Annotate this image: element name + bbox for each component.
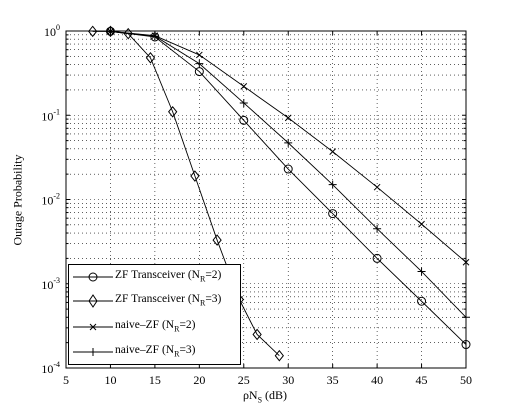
y-tick-label: 10-4 bbox=[41, 360, 60, 376]
legend-marker-x bbox=[73, 323, 113, 331]
x-label-unit: (dB) bbox=[262, 388, 288, 402]
legend: ZF Transceiver (NR=2) ZF Transceiver (NR… bbox=[68, 264, 241, 365]
data-point-circle bbox=[283, 164, 293, 174]
data-point-plus bbox=[239, 98, 248, 107]
series-line bbox=[110, 30, 467, 345]
x-tick-label: 15 bbox=[149, 373, 161, 387]
x-axis-label: ρNS (dB) bbox=[243, 388, 287, 404]
legend-entry-naive-nr2: naive–ZF (NR=2) bbox=[69, 315, 240, 339]
x-tick-label: 50 bbox=[460, 373, 472, 387]
data-point-x bbox=[195, 51, 203, 59]
data-point-circle bbox=[372, 253, 382, 263]
data-point-diamond bbox=[145, 52, 156, 64]
y-axis-label: Outage Probability bbox=[10, 154, 25, 246]
legend-entry-naive-nr3: naive–ZF (NR=3) bbox=[69, 340, 240, 364]
x-tick-label: 25 bbox=[238, 373, 250, 387]
data-point-diamond bbox=[123, 27, 133, 40]
data-point-circle bbox=[417, 296, 427, 306]
data-point-x bbox=[373, 183, 381, 191]
data-point-diamond bbox=[88, 25, 98, 38]
data-point-x bbox=[329, 148, 337, 155]
data-point-diamond bbox=[274, 349, 284, 362]
data-point-circle bbox=[239, 115, 249, 125]
x-tick-label: 10 bbox=[104, 373, 116, 387]
data-point-diamond bbox=[252, 328, 262, 341]
x-tick-label: 30 bbox=[282, 373, 294, 387]
legend-label: ZF Transceiver (NR=3) bbox=[115, 293, 222, 308]
legend-entry-zf-nr2: ZF Transceiver (NR=2) bbox=[69, 265, 240, 289]
x-tick-label: 45 bbox=[416, 373, 428, 387]
x-tick-label: 5 bbox=[63, 373, 69, 387]
data-point-x bbox=[418, 220, 425, 228]
legend-label: ZF Transceiver (NR=2) bbox=[115, 269, 222, 284]
y-tick-label: 10-3 bbox=[41, 276, 60, 292]
x-label-main: ρN bbox=[242, 388, 258, 402]
legend-marker-circle bbox=[73, 272, 113, 282]
data-point-plus bbox=[417, 267, 426, 276]
data-point-plus bbox=[195, 59, 204, 68]
x-label-sub: S bbox=[257, 395, 263, 405]
data-point-plus bbox=[373, 224, 382, 233]
y-tick-label: 10-1 bbox=[41, 107, 60, 123]
grid bbox=[66, 31, 466, 368]
y-tick-label: 100 bbox=[44, 23, 60, 39]
data-point-diamond bbox=[190, 170, 200, 182]
data-point-plus bbox=[284, 138, 293, 147]
data-point-diamond bbox=[168, 105, 178, 118]
data-point-x bbox=[240, 83, 248, 90]
data-point-diamond bbox=[212, 234, 222, 246]
legend-marker-diamond bbox=[73, 294, 113, 308]
y-tick-label: 10-2 bbox=[41, 192, 60, 208]
legend-label: naive–ZF (NR=2) bbox=[115, 319, 196, 334]
data-point-circle bbox=[328, 209, 338, 219]
x-tick-label: 35 bbox=[327, 373, 339, 387]
data-point-diamond bbox=[105, 25, 116, 38]
data-point-plus bbox=[328, 180, 337, 189]
x-tick-label: 40 bbox=[371, 373, 383, 387]
legend-label: naive–ZF (NR=3) bbox=[115, 344, 196, 359]
legend-entry-zf-nr3: ZF Transceiver (NR=3) bbox=[69, 289, 240, 313]
data-point-x bbox=[284, 114, 292, 122]
x-tick-label: 20 bbox=[193, 373, 205, 387]
legend-marker-plus bbox=[73, 348, 113, 356]
